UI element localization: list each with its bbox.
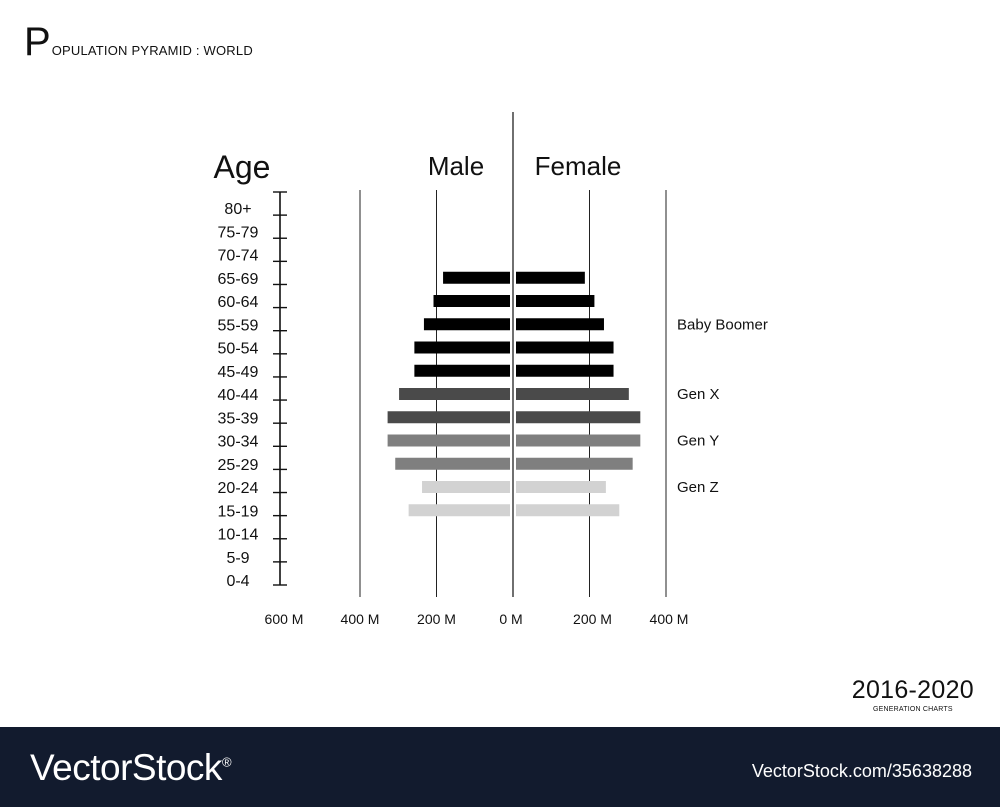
period-block: 2016-2020 GENERATION CHARTS bbox=[852, 676, 974, 713]
bar-male-45-49 bbox=[414, 364, 510, 377]
bar-male-55-59 bbox=[423, 318, 510, 331]
generation-label-gen-y: Gen Y bbox=[677, 433, 719, 450]
chart-title-text: OPULATION PYRAMID : WORLD bbox=[51, 43, 253, 58]
age-label-70-74: 70-74 bbox=[218, 248, 259, 265]
footer-bar: VectorStock® VectorStock.com/35638288 bbox=[0, 727, 1000, 807]
age-label-30-34: 30-34 bbox=[218, 434, 259, 451]
bar-female-65-69 bbox=[516, 271, 585, 284]
footer-brand-text: VectorStock bbox=[30, 747, 222, 788]
x-tick-label-male-600: 600 M bbox=[265, 611, 304, 627]
x-tick-label-male-200: 200 M bbox=[417, 611, 456, 627]
bar-female-40-44 bbox=[516, 388, 629, 400]
age-axis-title: Age bbox=[214, 149, 271, 185]
footer-brand: VectorStock® bbox=[30, 747, 232, 789]
bar-female-60-64 bbox=[516, 295, 595, 307]
age-label-20-24: 20-24 bbox=[218, 480, 259, 497]
generation-label-baby-boomer: Baby Boomer bbox=[677, 316, 768, 333]
age-label-55-59: 55-59 bbox=[218, 317, 259, 334]
generation-label-gen-z: Gen Z bbox=[677, 479, 719, 496]
x-tick-label-male-400: 400 M bbox=[341, 611, 380, 627]
period-years: 2016-2020 bbox=[851, 676, 974, 704]
bar-male-15-19 bbox=[408, 504, 510, 517]
age-label-80+: 80+ bbox=[224, 201, 251, 218]
bar-male-35-39 bbox=[387, 411, 510, 424]
x-tick-label-male-0: 0 M bbox=[499, 611, 522, 627]
footer-image-id: VectorStock.com/35638288 bbox=[751, 761, 972, 781]
chart-title: P OPULATION PYRAMID : WORLD bbox=[24, 22, 253, 62]
age-label-0-4: 0-4 bbox=[226, 573, 249, 590]
x-tick-label-female-200: 200 M bbox=[573, 611, 612, 627]
x-tick-label-female-400: 400 M bbox=[650, 611, 689, 627]
age-label-40-44: 40-44 bbox=[218, 387, 259, 404]
age-label-5-9: 5-9 bbox=[226, 550, 249, 567]
population-pyramid-chart: 600 M 400 M 200 M 0 M 200 M 400 M Male Female Ag… bbox=[214, 112, 768, 627]
bar-female-45-49 bbox=[516, 364, 614, 377]
age-label-45-49: 45-49 bbox=[218, 364, 259, 381]
bar-female-55-59 bbox=[516, 318, 604, 331]
age-label-10-14: 10-14 bbox=[218, 527, 259, 544]
bar-male-50-54 bbox=[414, 341, 510, 354]
age-label-50-54: 50-54 bbox=[218, 341, 259, 358]
age-label-15-19: 15-19 bbox=[218, 503, 259, 520]
generation-label-gen-x: Gen X bbox=[677, 386, 720, 403]
bar-female-50-54 bbox=[516, 341, 614, 354]
age-label-65-69: 65-69 bbox=[218, 271, 259, 288]
bars bbox=[387, 271, 641, 517]
age-label-25-29: 25-29 bbox=[218, 457, 259, 474]
age-label-75-79: 75-79 bbox=[218, 224, 259, 241]
series-label-female: Female bbox=[535, 151, 622, 181]
registered-mark: ® bbox=[221, 754, 232, 770]
age-label-35-39: 35-39 bbox=[218, 410, 259, 427]
bar-male-65-69 bbox=[443, 271, 510, 284]
bar-male-20-24 bbox=[422, 481, 510, 493]
bar-male-30-34 bbox=[387, 434, 510, 447]
period-subtitle: GENERATION CHARTS bbox=[872, 706, 953, 713]
age-axis bbox=[273, 191, 287, 586]
bar-male-25-29 bbox=[395, 457, 510, 470]
bar-male-40-44 bbox=[399, 388, 510, 400]
age-label-60-64: 60-64 bbox=[218, 294, 259, 311]
bar-female-30-34 bbox=[516, 434, 641, 447]
chart-title-initial: P bbox=[24, 20, 51, 64]
bar-female-25-29 bbox=[516, 457, 633, 470]
grid-lines bbox=[359, 112, 667, 597]
bar-female-15-19 bbox=[516, 504, 620, 517]
bar-male-60-64 bbox=[433, 295, 510, 307]
bar-female-20-24 bbox=[516, 481, 606, 493]
bar-female-35-39 bbox=[516, 411, 641, 424]
labels: 600 M 400 M 200 M 0 M 200 M 400 M Male Female Ag… bbox=[214, 149, 768, 627]
series-label-male: Male bbox=[428, 151, 484, 181]
